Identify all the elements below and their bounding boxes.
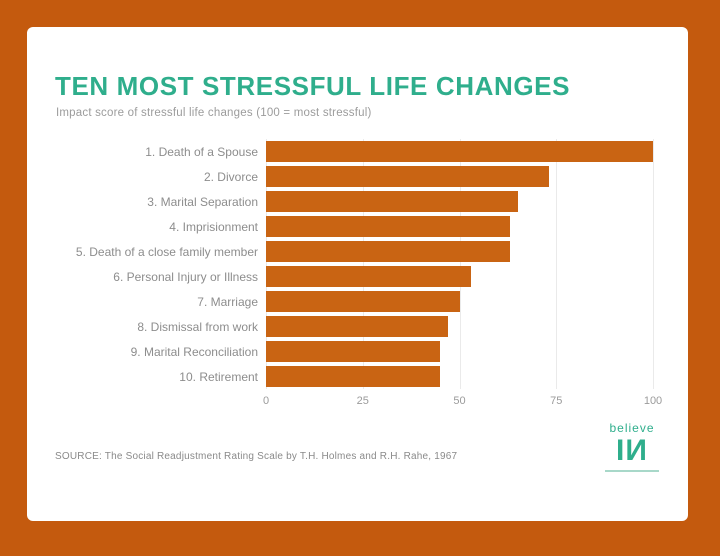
bar <box>266 341 441 362</box>
bar <box>266 241 510 262</box>
bar-track <box>266 316 653 337</box>
bar-row: 1. Death of a Spouse <box>27 139 688 164</box>
bar-row: 8. Dismissal from work <box>27 314 688 339</box>
infographic-card: TEN MOST STRESSFUL LIFE CHANGES Impact s… <box>27 27 688 521</box>
gridline <box>362 139 364 389</box>
bar-row: 5. Death of a close family member <box>27 239 688 264</box>
bar-track <box>266 341 653 362</box>
bar-row: 9. Marital Reconciliation <box>27 339 688 364</box>
bar <box>266 291 460 312</box>
x-tick-label: 0 <box>262 395 270 407</box>
bar-track <box>266 366 653 387</box>
bar <box>266 316 448 337</box>
believe-in-logo: believe IИ <box>594 421 670 472</box>
bar-row: 7. Marriage <box>27 289 688 314</box>
bar-track <box>266 266 653 287</box>
bar-row: 4. Imprisionment <box>27 214 688 239</box>
page-title: TEN MOST STRESSFUL LIFE CHANGES <box>55 71 571 101</box>
bar-label: 7. Marriage <box>197 294 258 309</box>
bar-label: 2. Divorce <box>203 169 258 184</box>
x-tick-label: 25 <box>356 395 369 407</box>
x-tick-label: 50 <box>453 395 466 407</box>
logo-word: believe <box>609 421 655 435</box>
bar-row: 3. Marital Separation <box>27 189 688 214</box>
gridline <box>556 139 558 389</box>
x-axis: 0 25 50 75 100 <box>262 395 662 409</box>
bar-chart: 1. Death of a Spouse 2. Divorce 3. Marital… <box>27 139 688 409</box>
source-note: SOURCE: The Social Readjustment Rating S… <box>55 451 458 462</box>
gridline <box>266 139 267 389</box>
chart-subtitle: Impact score of stressful life changes (… <box>56 107 372 119</box>
bar-label: 6. Personal Injury or Illness <box>113 269 258 284</box>
bar-row: 6. Personal Injury or Illness <box>27 264 688 289</box>
bar-label: 9. Marital Reconciliation <box>130 344 258 359</box>
bar-label: 8. Dismissal from work <box>137 319 258 334</box>
bar <box>266 266 472 287</box>
bar-track <box>266 291 653 312</box>
gridline <box>653 139 654 389</box>
bar-label: 4. Imprisionment <box>169 219 258 234</box>
bar <box>266 366 441 387</box>
bar-label: 1. Death of a Spouse <box>145 144 258 159</box>
bar-row: 10. Retirement <box>27 364 688 389</box>
bar-label: 10. Retirement <box>179 369 258 384</box>
x-tick-label: 75 <box>550 395 563 407</box>
bar <box>266 141 653 162</box>
x-tick-label: 100 <box>643 395 663 407</box>
logo-tagline <box>605 469 659 472</box>
plot-gridlines <box>266 139 654 389</box>
bar-track <box>266 191 653 212</box>
bar-rows: 1. Death of a Spouse 2. Divorce 3. Marital… <box>27 139 688 389</box>
bar-track <box>266 216 653 237</box>
bar <box>266 166 549 187</box>
bar-label: 5. Death of a close family member <box>75 244 258 259</box>
bar-track <box>266 141 653 162</box>
gridline <box>459 139 461 389</box>
bar-row: 2. Divorce <box>27 164 688 189</box>
bar-track <box>266 166 653 187</box>
bar <box>266 191 518 212</box>
logo-mark: IИ <box>616 434 648 467</box>
bar <box>266 216 510 237</box>
bar-track <box>266 241 653 262</box>
bar-label: 3. Marital Separation <box>147 194 258 209</box>
